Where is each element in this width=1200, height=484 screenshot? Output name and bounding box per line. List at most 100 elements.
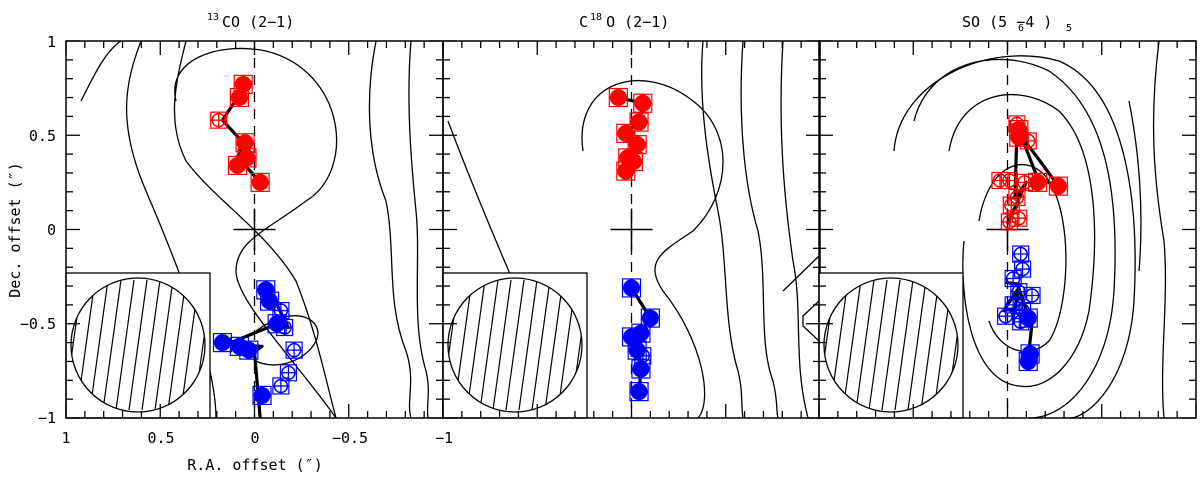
blue-open-point-error-box	[272, 377, 290, 395]
beam-hatch-line	[907, 279, 927, 411]
blue-filled-point	[1019, 309, 1037, 327]
beam-hatch-line	[597, 280, 615, 410]
beam-hatch-line	[25, 280, 43, 410]
blue-open-point-error-box	[1023, 286, 1041, 305]
beam-circle	[70, 277, 206, 413]
blue-filled-point-error-box	[621, 278, 642, 298]
beam-hatch-line	[128, 279, 148, 411]
red-filled-point-error-box	[1028, 172, 1048, 192]
blue-filled-point-error-box	[631, 359, 651, 379]
red-filled-point-error-box	[608, 87, 628, 108]
red-filled-point-error-box	[616, 123, 636, 143]
beam-hatch-line	[102, 279, 122, 411]
beam-hatch-line	[855, 279, 875, 411]
contour-line	[174, 47, 338, 419]
blue-open-point-error-box	[1012, 245, 1030, 263]
beam-hatch-line	[115, 279, 135, 411]
beam-hatch-line	[38, 280, 56, 410]
contour-line	[740, 40, 779, 419]
contour-line	[80, 40, 122, 102]
panel-ticks	[818, 40, 1197, 419]
beam-hatch-line	[920, 279, 940, 411]
x-tick-label: 0	[250, 429, 259, 447]
panel-title-text: CO (2−1)	[222, 13, 294, 31]
beam-hatch-line	[167, 279, 187, 411]
red-open-point-error-box	[210, 111, 228, 129]
panel-title-13co: 13 CO (2−1)	[207, 12, 294, 31]
red-filled-point	[617, 162, 635, 180]
red-filled-point-error-box	[1009, 127, 1029, 147]
x-tick-label: 0.5	[147, 429, 174, 447]
panel-ticks	[442, 40, 821, 419]
blue-filled-point	[628, 341, 646, 359]
blue-open-point-error-box	[997, 307, 1015, 325]
blue-filled-point	[240, 341, 258, 359]
blue-filled-point	[213, 334, 231, 352]
red-filled-point	[634, 94, 652, 112]
beam-hatch-line	[868, 279, 888, 411]
blue-filled-point	[632, 360, 650, 378]
blue-filled-point	[261, 292, 279, 310]
panel-13co	[25, 40, 444, 419]
red-filled-point	[1029, 173, 1047, 191]
blue-open-point-error-box	[1004, 269, 1022, 288]
contour-line	[948, 93, 1096, 388]
beam-hatch-line	[505, 279, 525, 411]
blue-filled-point	[623, 279, 640, 297]
panel-title-c18o: C O (2−1) 18	[579, 12, 669, 31]
red-filled-point-error-box	[227, 155, 248, 176]
blue-open-point	[286, 342, 302, 358]
red-filled-point	[229, 156, 247, 174]
beam-hatch-line	[141, 279, 161, 411]
contour-line	[408, 40, 429, 419]
red-filled-point-error-box	[250, 172, 270, 192]
y-tick-label: 1	[47, 33, 56, 51]
red-open-point-error-box	[1000, 213, 1018, 231]
blue-filled-point	[253, 386, 271, 404]
blue-open-point	[1011, 284, 1027, 299]
blue-filled-point-error-box	[267, 314, 287, 334]
beam-hatch-line	[154, 279, 174, 411]
contour-line	[368, 40, 412, 419]
red-filled-point-error-box	[633, 93, 653, 113]
panel-title-text: SO (5 −4 )	[962, 13, 1052, 31]
beam-hatch-line	[492, 279, 512, 411]
x-tick-label: −0.5	[332, 429, 368, 447]
red-open-point	[211, 112, 226, 128]
x-tick-labels: 1 0.5 0 −0.5 −1	[61, 429, 453, 447]
blue-filled-point-error-box	[212, 333, 233, 353]
blue-filled-point-error-box	[259, 291, 280, 311]
beam-hatch-line	[518, 279, 538, 411]
beam-hatch-line	[479, 279, 499, 411]
contour-line	[1128, 100, 1142, 272]
panel-title-so: SO (5 −4 ) 6 5	[962, 13, 1072, 34]
panel-title-sub: 5	[1066, 23, 1072, 34]
blue-open-point	[273, 378, 289, 394]
red-open-point	[1011, 210, 1027, 226]
beam-hatch-line	[842, 279, 862, 411]
blue-open-point	[1024, 288, 1040, 303]
blue-filled-point	[630, 383, 648, 401]
contour-line	[581, 79, 724, 419]
y-tick-labels: 1 0.5 0 −0.5 −1	[20, 33, 56, 427]
red-filled-point	[251, 173, 269, 191]
red-filled-point	[1049, 177, 1067, 195]
blue-open-point-error-box	[1013, 260, 1032, 278]
red-filled-point	[230, 89, 248, 107]
contour-line	[780, 40, 809, 419]
blue-open-point-error-box	[285, 341, 303, 359]
red-filled-point-error-box	[629, 112, 649, 132]
panel-c18o	[442, 40, 821, 419]
blue-filled-point-error-box	[239, 340, 259, 360]
contour-line	[173, 40, 337, 419]
y-tick-label: −0.5	[20, 315, 56, 333]
red-filled-point	[1010, 128, 1028, 146]
y-tick-label: 0	[47, 221, 56, 239]
y-tick-label: −1	[38, 409, 56, 427]
panel-so	[818, 40, 1197, 419]
blue-open-point	[1005, 271, 1021, 286]
beam-hatch-line	[89, 279, 109, 411]
panel-title-sup: 13	[207, 12, 219, 23]
